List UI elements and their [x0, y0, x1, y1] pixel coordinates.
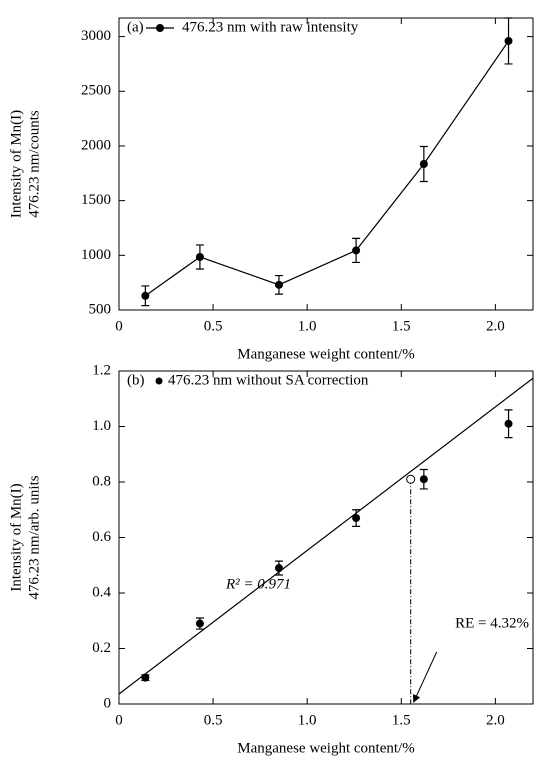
y-axis-label: Intensity of Mn(I): [8, 483, 24, 591]
plot-frame: [118, 17, 534, 311]
data-point: [352, 246, 361, 255]
x-tick-label: 0: [115, 318, 123, 334]
legend-marker: [156, 24, 164, 32]
x-axis-label: Manganese weight content/%: [237, 346, 414, 362]
data-point: [141, 291, 150, 300]
y-tick-label: 1000: [81, 247, 111, 263]
data-point: [274, 280, 283, 289]
data-point: [195, 619, 204, 628]
y-axis-label: 476.23 nm/counts: [26, 110, 42, 218]
x-tick-label: 0.5: [204, 318, 223, 334]
x-tick-label: 0: [115, 712, 123, 728]
y-axis-label: Intensity of Mn(I): [8, 110, 24, 218]
y-axis-label: 476.23 nm/arb. units: [26, 475, 42, 599]
y-tick-label: 0: [104, 695, 112, 711]
y-tick-label: 2000: [81, 137, 111, 153]
y-tick-label: 500: [89, 301, 112, 317]
data-point: [141, 673, 150, 682]
r-squared-annotation: R² = 0.971: [225, 576, 291, 592]
x-tick-label: 1.0: [298, 318, 317, 334]
data-point: [504, 419, 513, 428]
x-tick-label: 1.5: [392, 712, 411, 728]
series-line: [144, 40, 510, 297]
y-tick-label: 0.2: [92, 640, 111, 656]
y-tick-label: 1500: [81, 192, 111, 208]
data-point: [195, 252, 204, 261]
open-point: [406, 474, 416, 484]
plot-frame: [118, 370, 534, 705]
y-tick-label: 2500: [81, 83, 111, 99]
re-annotation: RE = 4.32%: [455, 615, 529, 631]
x-axis-label: Manganese weight content/%: [237, 740, 414, 756]
panel-label: (b): [127, 372, 145, 388]
x-tick-label: 2.0: [486, 712, 505, 728]
y-tick-label: 0.8: [92, 473, 111, 489]
x-tick-label: 1.0: [298, 712, 317, 728]
x-tick-label: 1.5: [392, 318, 411, 334]
y-tick-label: 1.2: [92, 362, 111, 378]
y-tick-label: 3000: [81, 28, 111, 44]
legend-marker: [155, 377, 163, 385]
y-tick-label: 0.4: [92, 584, 111, 600]
fit-line: [119, 377, 533, 695]
x-tick-label: 0.5: [204, 712, 223, 728]
data-point: [274, 564, 283, 573]
y-tick-label: 1.0: [92, 418, 111, 434]
legend-label: 476.23 nm without SA correction: [168, 372, 369, 388]
panel-label: (a): [127, 19, 144, 35]
data-point: [504, 36, 513, 45]
data-point: [419, 160, 428, 168]
y-tick-label: 0.6: [92, 529, 111, 545]
data-point: [352, 514, 361, 523]
annotation-arrow: [412, 651, 438, 703]
data-point: [419, 475, 428, 484]
x-tick-label: 2.0: [486, 318, 505, 334]
legend-label: 476.23 nm with raw intensity: [182, 19, 359, 35]
